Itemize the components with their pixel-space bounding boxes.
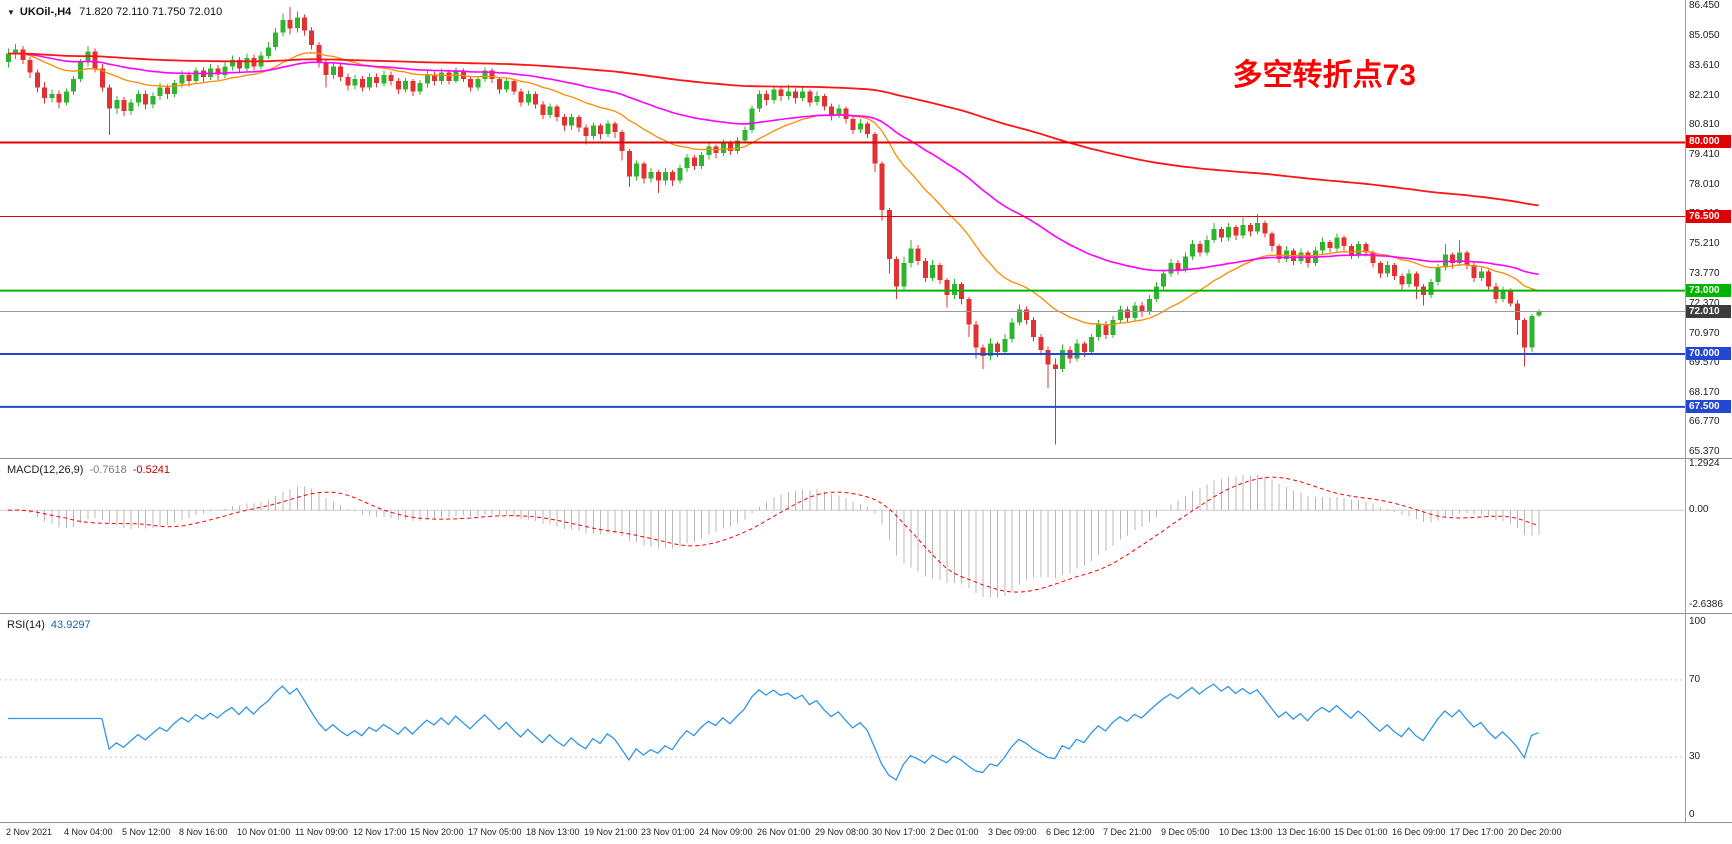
date-axis-label: 3 Dec 09:00: [988, 827, 1037, 837]
date-axis-label: 13 Dec 16:00: [1277, 827, 1331, 837]
candlestick-chart[interactable]: [0, 0, 1685, 458]
ma-slow-line: [8, 52, 1539, 207]
rsi-panel[interactable]: RSI(14) 43.9297 100 70 30 0: [0, 613, 1732, 822]
macd-scale-tick: -2.6386: [1689, 599, 1723, 610]
macd-value-signal: -0.5241: [132, 464, 171, 476]
date-axis-label: 15 Nov 20:00: [410, 827, 464, 837]
date-axis-label: 12 Nov 17:00: [353, 827, 407, 837]
date-axis-label: 17 Dec 17:00: [1450, 827, 1504, 837]
price-line-badge: 70.000: [1686, 347, 1731, 360]
date-axis-label: 20 Dec 20:00: [1508, 827, 1562, 837]
macd-chart[interactable]: [0, 459, 1685, 613]
date-axis-label: 17 Nov 05:00: [468, 827, 522, 837]
price-scale-tick: 80.810: [1689, 119, 1720, 130]
macd-name: MACD(12,26,9): [7, 464, 84, 476]
rsi-chart[interactable]: [0, 614, 1685, 822]
price-scale-tick: 72.370: [1689, 298, 1720, 309]
macd-signal-line: [7, 476, 1539, 593]
rsi-scale-tick: 0: [1689, 809, 1695, 820]
date-axis-label: 16 Dec 09:00: [1392, 827, 1446, 837]
date-axis-label: 19 Nov 21:00: [584, 827, 638, 837]
ma-mid-line: [7, 52, 1539, 276]
date-axis-label: 9 Dec 05:00: [1161, 827, 1210, 837]
symbol-dropdown-icon[interactable]: ▼: [7, 8, 15, 17]
scale-separator: [1685, 0, 1686, 822]
date-axis-label: 6 Dec 12:00: [1046, 827, 1095, 837]
price-line-badge: 80.000: [1686, 135, 1731, 148]
rsi-scale-tick: 70: [1689, 674, 1701, 685]
price-line-badge: 76.500: [1686, 210, 1731, 223]
macd-label: MACD(12,26,9) -0.7618 -0.5241: [7, 464, 170, 476]
macd-scale-tick: 0.00: [1689, 504, 1709, 515]
chart-annotation-text: 多空转折点73: [1232, 59, 1416, 92]
date-axis-label: 5 Nov 12:00: [122, 827, 171, 837]
date-axis-label: 10 Nov 01:00: [237, 827, 291, 837]
price-scale-tick: 66.770: [1689, 416, 1720, 427]
rsi-label: RSI(14) 43.9297: [7, 619, 91, 631]
date-axis-label: 18 Nov 13:00: [526, 827, 580, 837]
rsi-name: RSI(14): [7, 619, 45, 631]
macd-value-main: -0.7618: [89, 464, 127, 476]
rsi-line: [8, 683, 1539, 781]
date-axis-label: 10 Dec 13:00: [1219, 827, 1273, 837]
price-scale-tick: 83.610: [1689, 60, 1720, 71]
chart-header: ▼ UKOil-,H4 71.820 72.110 71.750 72.010: [7, 6, 222, 18]
ohlc-readout: 71.820 72.110 71.750 72.010: [79, 6, 223, 18]
price-scale[interactable]: 86.450 85.050 83.610 82.210 80.810 79.410 78.0…: [1686, 0, 1732, 458]
price-scale-tick: 65.370: [1689, 446, 1720, 457]
price-scale-tick: 86.450: [1689, 0, 1720, 11]
price-scale-tick: 85.050: [1689, 30, 1720, 41]
date-axis-label: 8 Nov 16:00: [179, 827, 228, 837]
price-line-badge: 73.000: [1686, 284, 1731, 297]
rsi-scale-tick: 100: [1689, 616, 1706, 627]
price-scale-tick: 75.210: [1689, 238, 1720, 249]
date-axis-label: 7 Dec 21:00: [1103, 827, 1152, 837]
macd-scale-tick: 1.2924: [1689, 458, 1720, 469]
date-axis-label: 29 Nov 08:00: [815, 827, 869, 837]
price-scale-tick: 79.410: [1689, 149, 1720, 160]
price-scale-tick: 68.170: [1689, 387, 1720, 398]
date-axis-label: 2 Dec 01:00: [930, 827, 979, 837]
symbol-period-label: UKOil-,H4: [19, 6, 72, 18]
price-scale-tick: 70.970: [1689, 328, 1720, 339]
date-axis[interactable]: 2 Nov 2021 4 Nov 04:00 5 Nov 12:00 8 Nov 16…: [0, 822, 1732, 844]
price-line-badge: 67.500: [1686, 400, 1731, 413]
price-chart-panel[interactable]: ▼ UKOil-,H4 71.820 72.110 71.750 72.010 多空…: [0, 0, 1732, 458]
macd-histogram: [15, 474, 1540, 599]
rsi-scale: 100 70 30 0: [1686, 614, 1732, 822]
date-axis-label: 11 Nov 09:00: [295, 827, 348, 837]
macd-scale: 1.2924 0.00 -2.6386: [1686, 459, 1732, 613]
date-axis-label: 26 Nov 01:00: [757, 827, 811, 837]
date-axis-label: 30 Nov 17:00: [872, 827, 926, 837]
rsi-value: 43.9297: [50, 619, 91, 631]
current-price-badge: 72.010: [1686, 305, 1731, 318]
date-axis-label: 15 Dec 01:00: [1334, 827, 1388, 837]
date-axis-label: 24 Nov 09:00: [699, 827, 753, 837]
price-scale-tick: 78.010: [1689, 179, 1720, 190]
macd-panel[interactable]: MACD(12,26,9) -0.7618 -0.5241 1.2924 0.00 -2…: [0, 458, 1732, 613]
price-scale-tick: 82.210: [1689, 90, 1720, 101]
date-axis-label: 23 Nov 01:00: [641, 827, 695, 837]
price-scale-tick: 69.570: [1689, 357, 1720, 368]
ma-fast-line: [7, 52, 1539, 326]
date-axis-label: 2 Nov 2021: [6, 827, 53, 837]
date-axis-label: 4 Nov 04:00: [64, 827, 113, 837]
rsi-scale-tick: 30: [1689, 751, 1701, 762]
price-scale-tick: 73.770: [1689, 268, 1720, 279]
